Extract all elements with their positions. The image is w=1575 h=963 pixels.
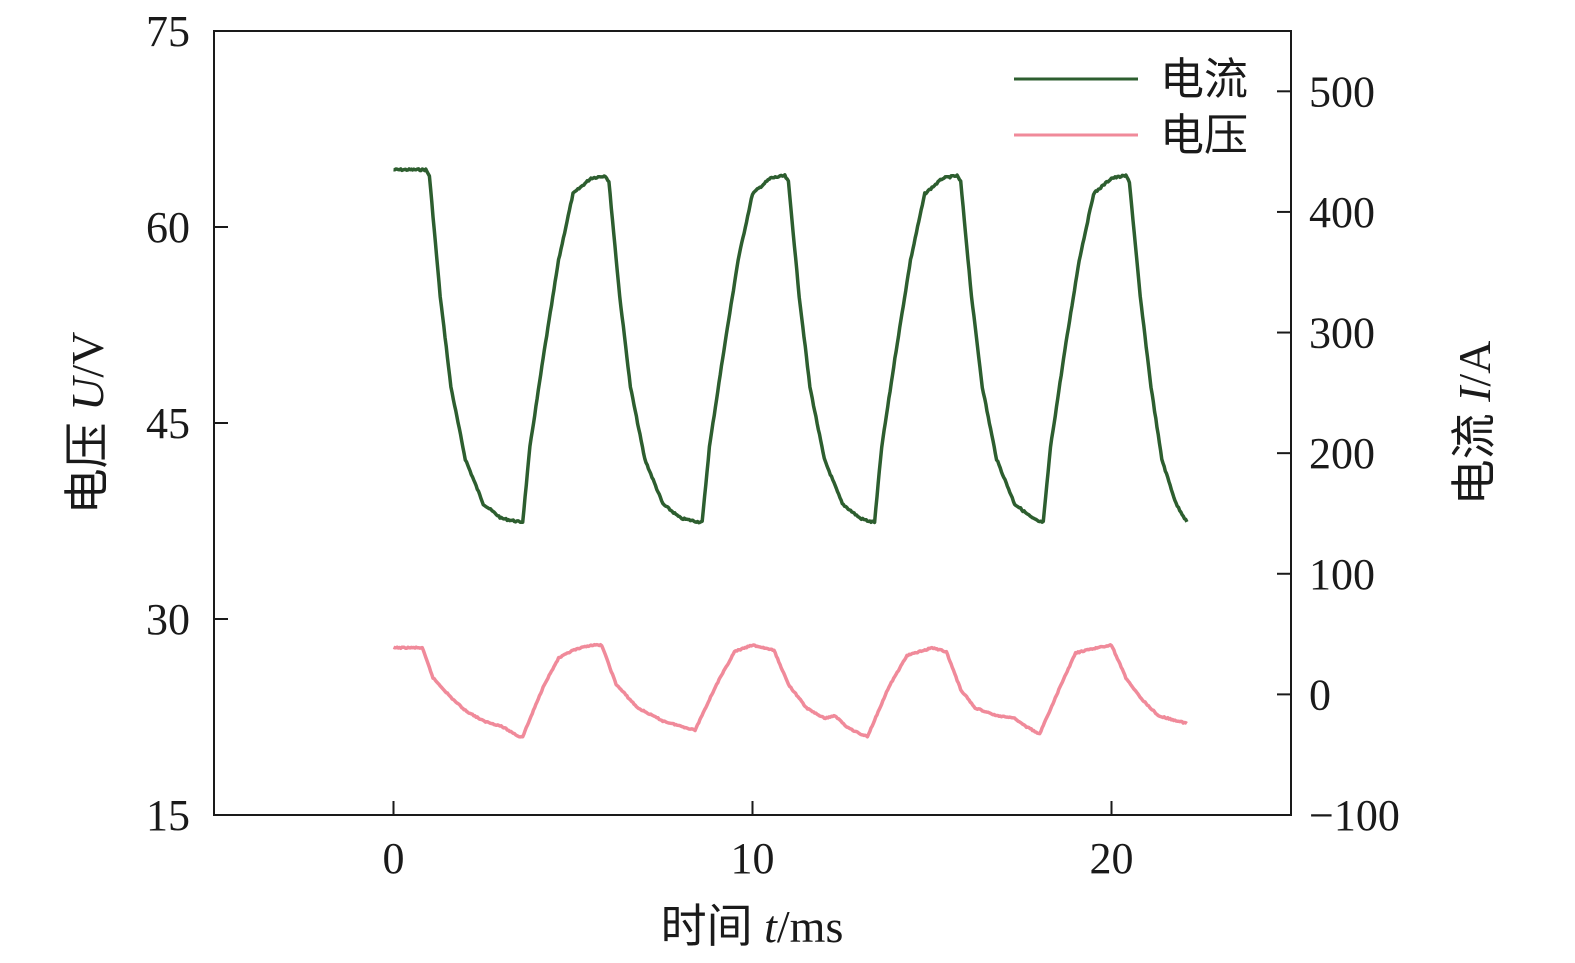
- right-y-axis-title: 电流 I/A: [1449, 341, 1500, 506]
- x-tick-label: 20: [1090, 834, 1134, 883]
- legend-label-voltage: 电压: [1160, 110, 1248, 161]
- x-tick-label: 0: [383, 834, 405, 883]
- plot-frame: [213, 30, 1292, 816]
- left-y-tick-label: 30: [146, 595, 190, 644]
- right-y-tick-label: 100: [1309, 550, 1375, 599]
- current-series-line: [392, 167, 1189, 525]
- series-layer: [392, 167, 1189, 739]
- right-y-tick-label: 400: [1309, 188, 1375, 237]
- right-y-tick-label: −100: [1309, 791, 1400, 840]
- right-y-axis: −100 0 100 200 300 400 500: [1277, 67, 1400, 840]
- right-y-tick-label: 0: [1309, 670, 1331, 719]
- x-axis-title: 时间 t/ms: [661, 901, 844, 952]
- right-y-tick-label: 500: [1309, 67, 1375, 116]
- left-y-tick-label: 60: [146, 203, 190, 252]
- left-y-tick-label: 75: [146, 7, 190, 56]
- voltage-series-line: [392, 642, 1188, 739]
- legend-label-current: 电流: [1160, 54, 1248, 105]
- x-tick-label: 10: [731, 834, 775, 883]
- right-y-tick-label: 200: [1309, 429, 1375, 478]
- left-y-axis-title: 电压 U/V: [62, 332, 113, 515]
- left-y-tick-label: 15: [146, 791, 190, 840]
- left-y-axis: 15 30 45 60 75: [146, 7, 228, 840]
- legend: 电流 电压: [1014, 54, 1248, 161]
- right-y-tick-label: 300: [1309, 309, 1375, 358]
- x-axis: 0 10 20: [383, 801, 1134, 883]
- left-y-tick-label: 45: [146, 399, 190, 448]
